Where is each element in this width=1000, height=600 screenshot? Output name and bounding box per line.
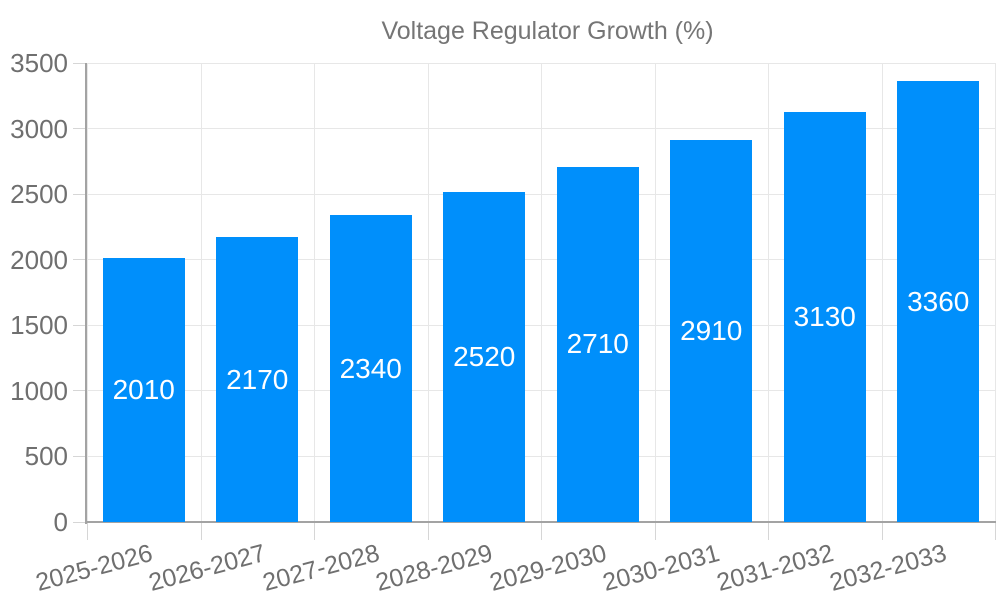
- bar[interactable]: 3360: [897, 81, 980, 522]
- v-gridline: [87, 63, 88, 522]
- x-tick-mark: [654, 522, 656, 540]
- v-gridline: [881, 63, 883, 522]
- x-axis-label: 2032-2033: [827, 538, 950, 597]
- v-gridline: [427, 63, 429, 522]
- v-gridline: [995, 63, 996, 522]
- y-tick-mark: [73, 193, 87, 195]
- bar-value-label: 2010: [112, 374, 175, 406]
- y-axis-label: 3000: [10, 113, 68, 144]
- x-axis-label: 2027-2028: [259, 538, 383, 597]
- y-tick-mark: [73, 128, 87, 130]
- x-axis-label: 2026-2027: [146, 538, 269, 597]
- x-tick-mark: [768, 522, 769, 540]
- y-axis-label: 2500: [10, 179, 68, 210]
- v-gridline: [768, 63, 769, 522]
- y-tick-mark: [73, 455, 87, 457]
- y-axis-label: 3500: [10, 48, 68, 78]
- bar[interactable]: 2910: [670, 140, 753, 522]
- x-tick-mark: [200, 522, 202, 540]
- y-tick-mark: [73, 324, 87, 326]
- v-gridline: [654, 63, 656, 522]
- bar-value-label: 2910: [680, 315, 743, 347]
- bar[interactable]: 2010: [102, 258, 185, 522]
- y-axis-label: 2000: [10, 244, 68, 275]
- x-tick-mark: [87, 522, 88, 540]
- bar-value-label: 3360: [907, 285, 970, 317]
- legend-label: Voltage Regulator Growth (%): [381, 17, 714, 45]
- bar[interactable]: 2520: [443, 191, 526, 522]
- v-gridline: [200, 63, 202, 522]
- x-axis-line: [85, 521, 996, 523]
- x-tick-mark: [541, 522, 542, 540]
- v-gridline: [541, 63, 542, 522]
- bar-value-label: 2170: [226, 363, 289, 395]
- y-axis-label: 500: [24, 441, 68, 472]
- y-tick-mark: [73, 390, 87, 392]
- chart-legend[interactable]: Voltage Regulator Growth (%): [0, 17, 1000, 45]
- y-tick-mark: [73, 259, 87, 261]
- y-axis-line: [85, 63, 87, 524]
- bar[interactable]: 2340: [329, 215, 412, 522]
- x-axis-label: 2029-2030: [486, 538, 610, 597]
- legend-swatch-icon: [286, 19, 368, 44]
- x-tick-mark: [995, 522, 996, 540]
- bar-value-label: 2520: [453, 340, 516, 372]
- x-axis-label: 2031-2032: [713, 538, 837, 597]
- x-axis-label: 2028-2029: [373, 538, 496, 597]
- x-tick-mark: [427, 522, 429, 540]
- y-tick-mark: [73, 62, 87, 64]
- bar[interactable]: 2710: [556, 166, 639, 522]
- x-tick-mark: [314, 522, 315, 540]
- y-axis-label: 0: [53, 507, 68, 537]
- y-axis-label: 1000: [10, 375, 68, 406]
- x-axis-label: 2025-2026: [32, 538, 156, 597]
- x-axis-label: 2030-2031: [600, 538, 723, 597]
- y-tick-mark: [73, 521, 87, 523]
- v-gridline: [314, 63, 315, 522]
- bar[interactable]: 3130: [783, 111, 866, 522]
- bar-value-label: 2340: [339, 352, 402, 384]
- bar-value-label: 3130: [793, 300, 856, 332]
- bar[interactable]: 2170: [216, 237, 299, 522]
- y-axis-label: 1500: [10, 310, 68, 341]
- x-tick-mark: [881, 522, 883, 540]
- bar-value-label: 2710: [566, 328, 629, 360]
